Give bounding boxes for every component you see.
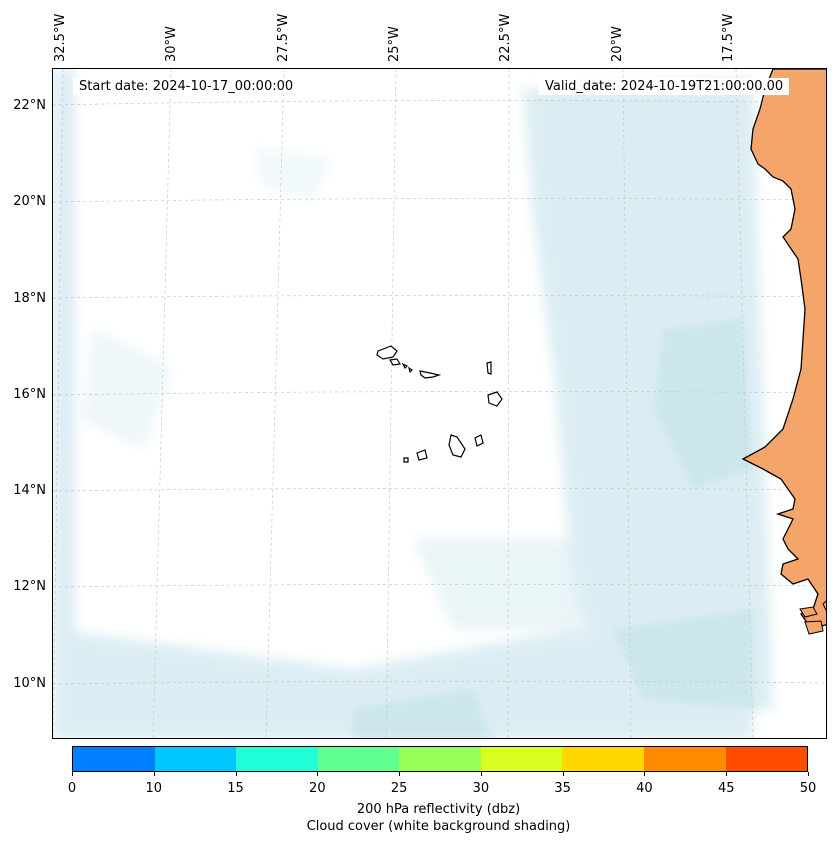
colorbar-tick-label: 10 xyxy=(145,781,163,796)
colorbar-segment xyxy=(725,747,808,771)
colorbar-tick-mark xyxy=(72,772,73,776)
colorbar-tick-mark xyxy=(480,772,482,776)
cape-verde-islands xyxy=(376,345,503,463)
colorbar-tick-label: 40 xyxy=(636,781,653,796)
colorbar-tick-label: 20 xyxy=(309,781,326,796)
lon-label: 27.5°W xyxy=(276,13,291,62)
lat-label: 10°N xyxy=(13,676,46,691)
colorbar-tick-mark xyxy=(153,772,155,776)
lat-label: 22°N xyxy=(13,98,46,113)
graticule xyxy=(53,69,826,738)
colorbar-tick-label: 25 xyxy=(390,781,408,796)
colorbar-tick-mark xyxy=(317,772,319,776)
start-date-label: Start date: 2024-10-17_00:00:00 xyxy=(73,78,300,95)
colorbar-tick-label: 30 xyxy=(472,781,490,796)
map-panel[interactable]: Start date: 2024-10-17_00:00:00 Valid_da… xyxy=(52,68,827,739)
valid-date-label: Valid_date: 2024-10-19T21:00:00.00 xyxy=(539,78,790,95)
colorbar-tick-label: 35 xyxy=(554,781,571,796)
colorbar-label-cloud-cover: Cloud cover (white background shading) xyxy=(306,819,571,834)
lat-label: 14°N xyxy=(13,483,46,498)
colorbar-tick-mark xyxy=(399,772,401,776)
lat-label: 12°N xyxy=(13,579,46,594)
colorbar-segment xyxy=(643,747,726,771)
lat-label: 20°N xyxy=(13,194,46,209)
colorbar-segment xyxy=(236,747,318,771)
lon-label: 30°W xyxy=(164,26,179,62)
colorbar-segment xyxy=(480,747,563,771)
colorbar-tick-label: 0 xyxy=(67,781,77,796)
colorbar-tick-mark xyxy=(562,772,564,776)
lon-label: 17.5°W xyxy=(721,13,736,62)
colorbar-tick-mark xyxy=(235,772,237,776)
colorbar-segment xyxy=(562,747,644,771)
colorbar-tick-mark xyxy=(644,772,646,776)
colorbar-tick-label: 45 xyxy=(717,781,735,796)
colorbar-tick-label: 15 xyxy=(227,781,244,796)
bissau-islands xyxy=(799,600,826,635)
colorbar-segment xyxy=(399,747,481,771)
lon-label: 22.5°W xyxy=(498,13,513,62)
colorbar-label-reflectivity: 200 hPa reflectivity (dbz) xyxy=(356,802,521,817)
cloud-shading xyxy=(53,69,773,738)
africa-land xyxy=(741,69,826,630)
colorbar-tick-label: 50 xyxy=(799,781,817,796)
colorbar-segment xyxy=(317,747,400,771)
lat-label: 18°N xyxy=(13,291,46,306)
map-canvas xyxy=(53,69,826,738)
lat-label: 16°N xyxy=(13,387,46,402)
colorbar xyxy=(72,746,808,772)
cloud-shading-dense xyxy=(353,319,753,738)
colorbar-tick-mark xyxy=(808,772,809,776)
colorbar-tick-mark xyxy=(726,772,728,776)
colorbar-segment xyxy=(73,747,155,771)
lon-label: 20°W xyxy=(610,26,625,62)
lon-label: 32.5°W xyxy=(53,13,68,62)
colorbar-segment xyxy=(154,747,237,771)
lon-label: 25°W xyxy=(387,26,402,62)
